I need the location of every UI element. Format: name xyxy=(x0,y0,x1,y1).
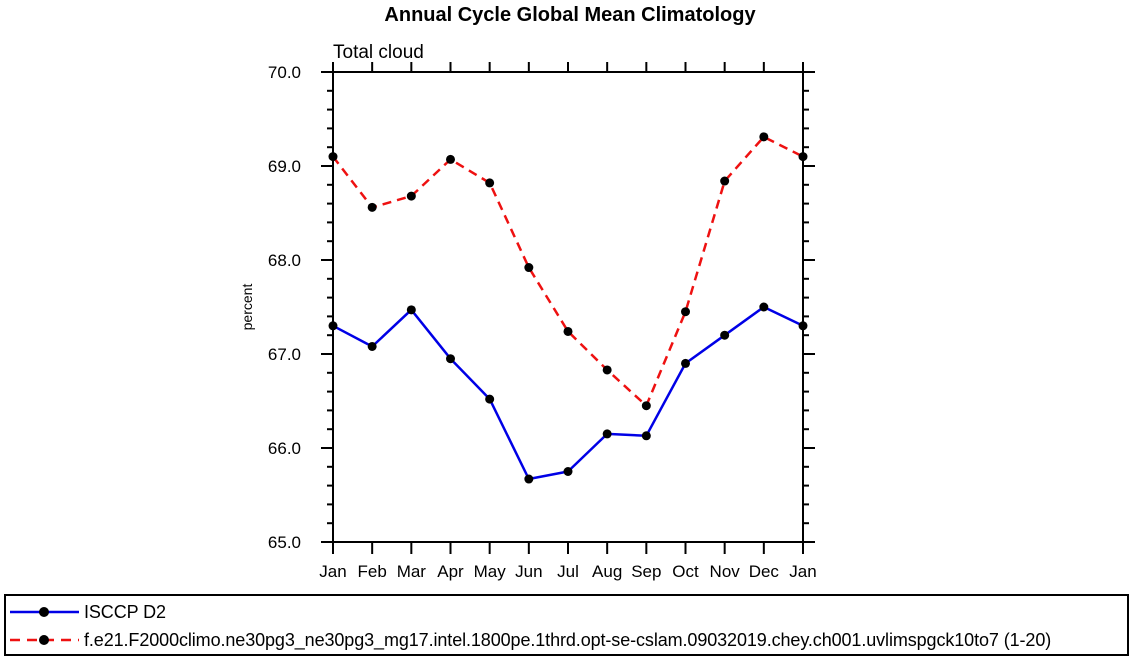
y-tick-label: 68.0 xyxy=(268,251,301,270)
x-tick-label: Feb xyxy=(358,562,387,581)
x-tick-label: Jun xyxy=(515,562,542,581)
data-point-marker xyxy=(641,401,651,411)
chart-title: Annual Cycle Global Mean Climatology xyxy=(384,4,756,26)
data-point-marker xyxy=(602,429,612,439)
legend-box: ISCCP D2 f.e21.F2000climo.ne30pg3_ne30pg… xyxy=(4,594,1129,656)
y-axis-title: percent xyxy=(239,284,255,331)
x-tick-label: Sep xyxy=(631,562,661,581)
axes-layer: 65.0 66.0 67.0 68.0 69.0 70.0 Jan Feb Mar Apr May J… xyxy=(268,62,817,581)
data-point-marker xyxy=(446,154,455,164)
data-point-marker xyxy=(406,191,416,201)
data-point-marker xyxy=(798,321,808,331)
data-point-marker xyxy=(759,132,769,142)
data-point-marker xyxy=(720,330,730,340)
legend-label-observed: ISCCP D2 xyxy=(84,601,166,622)
legend-marker-dot xyxy=(39,607,49,617)
data-point-marker xyxy=(328,152,338,162)
data-point-marker xyxy=(367,202,377,212)
legend-swatch-dashed-line xyxy=(10,635,79,645)
x-tick-label: Nov xyxy=(710,562,741,581)
data-point-marker xyxy=(367,341,377,351)
data-point-marker xyxy=(681,307,690,317)
data-point-marker xyxy=(406,305,416,315)
data-point-marker xyxy=(641,431,651,441)
data-point-marker xyxy=(563,467,573,476)
y-tick-label: 70.0 xyxy=(268,63,301,82)
x-tick-label: Dec xyxy=(749,562,780,581)
x-tick-label: Mar xyxy=(397,562,427,581)
data-point-marker xyxy=(720,176,730,186)
legend-entry-model: f.e21.F2000climo.ne30pg3_ne30pg3_mg17.in… xyxy=(8,626,1051,654)
series-line-1 xyxy=(332,135,804,407)
data-point-marker xyxy=(524,263,534,273)
x-tick-label: Aug xyxy=(592,562,622,581)
legend-marker-dot xyxy=(39,635,49,645)
data-point-marker xyxy=(602,365,612,375)
x-tick-label: Jul xyxy=(557,562,579,581)
data-point-marker xyxy=(681,358,690,368)
y-tick-label: 67.0 xyxy=(268,345,301,364)
y-tick-label: 66.0 xyxy=(268,439,301,458)
x-tick-label: Jan xyxy=(789,562,816,581)
y-tick-label: 65.0 xyxy=(268,533,301,552)
data-point-marker xyxy=(524,474,534,484)
legend-label-model: f.e21.F2000climo.ne30pg3_ne30pg3_mg17.in… xyxy=(84,629,1052,650)
chart-subtitle: Total cloud xyxy=(333,42,424,63)
y-tick-label: 69.0 xyxy=(268,157,301,176)
x-tick-label: Apr xyxy=(437,562,464,581)
legend-swatch-solid-line xyxy=(10,607,79,617)
data-point-marker xyxy=(798,152,808,162)
x-tick-label: May xyxy=(474,562,507,581)
series-layer xyxy=(328,132,808,484)
data-point-marker xyxy=(485,178,495,188)
x-tick-label: Jan xyxy=(319,562,346,581)
x-tick-label: Oct xyxy=(672,562,699,581)
data-point-marker xyxy=(446,354,455,364)
data-point-marker xyxy=(563,326,573,336)
legend-entry-observed: ISCCP D2 xyxy=(8,598,166,626)
data-point-marker xyxy=(485,394,495,404)
data-point-marker xyxy=(759,302,769,312)
data-point-marker xyxy=(328,321,338,331)
